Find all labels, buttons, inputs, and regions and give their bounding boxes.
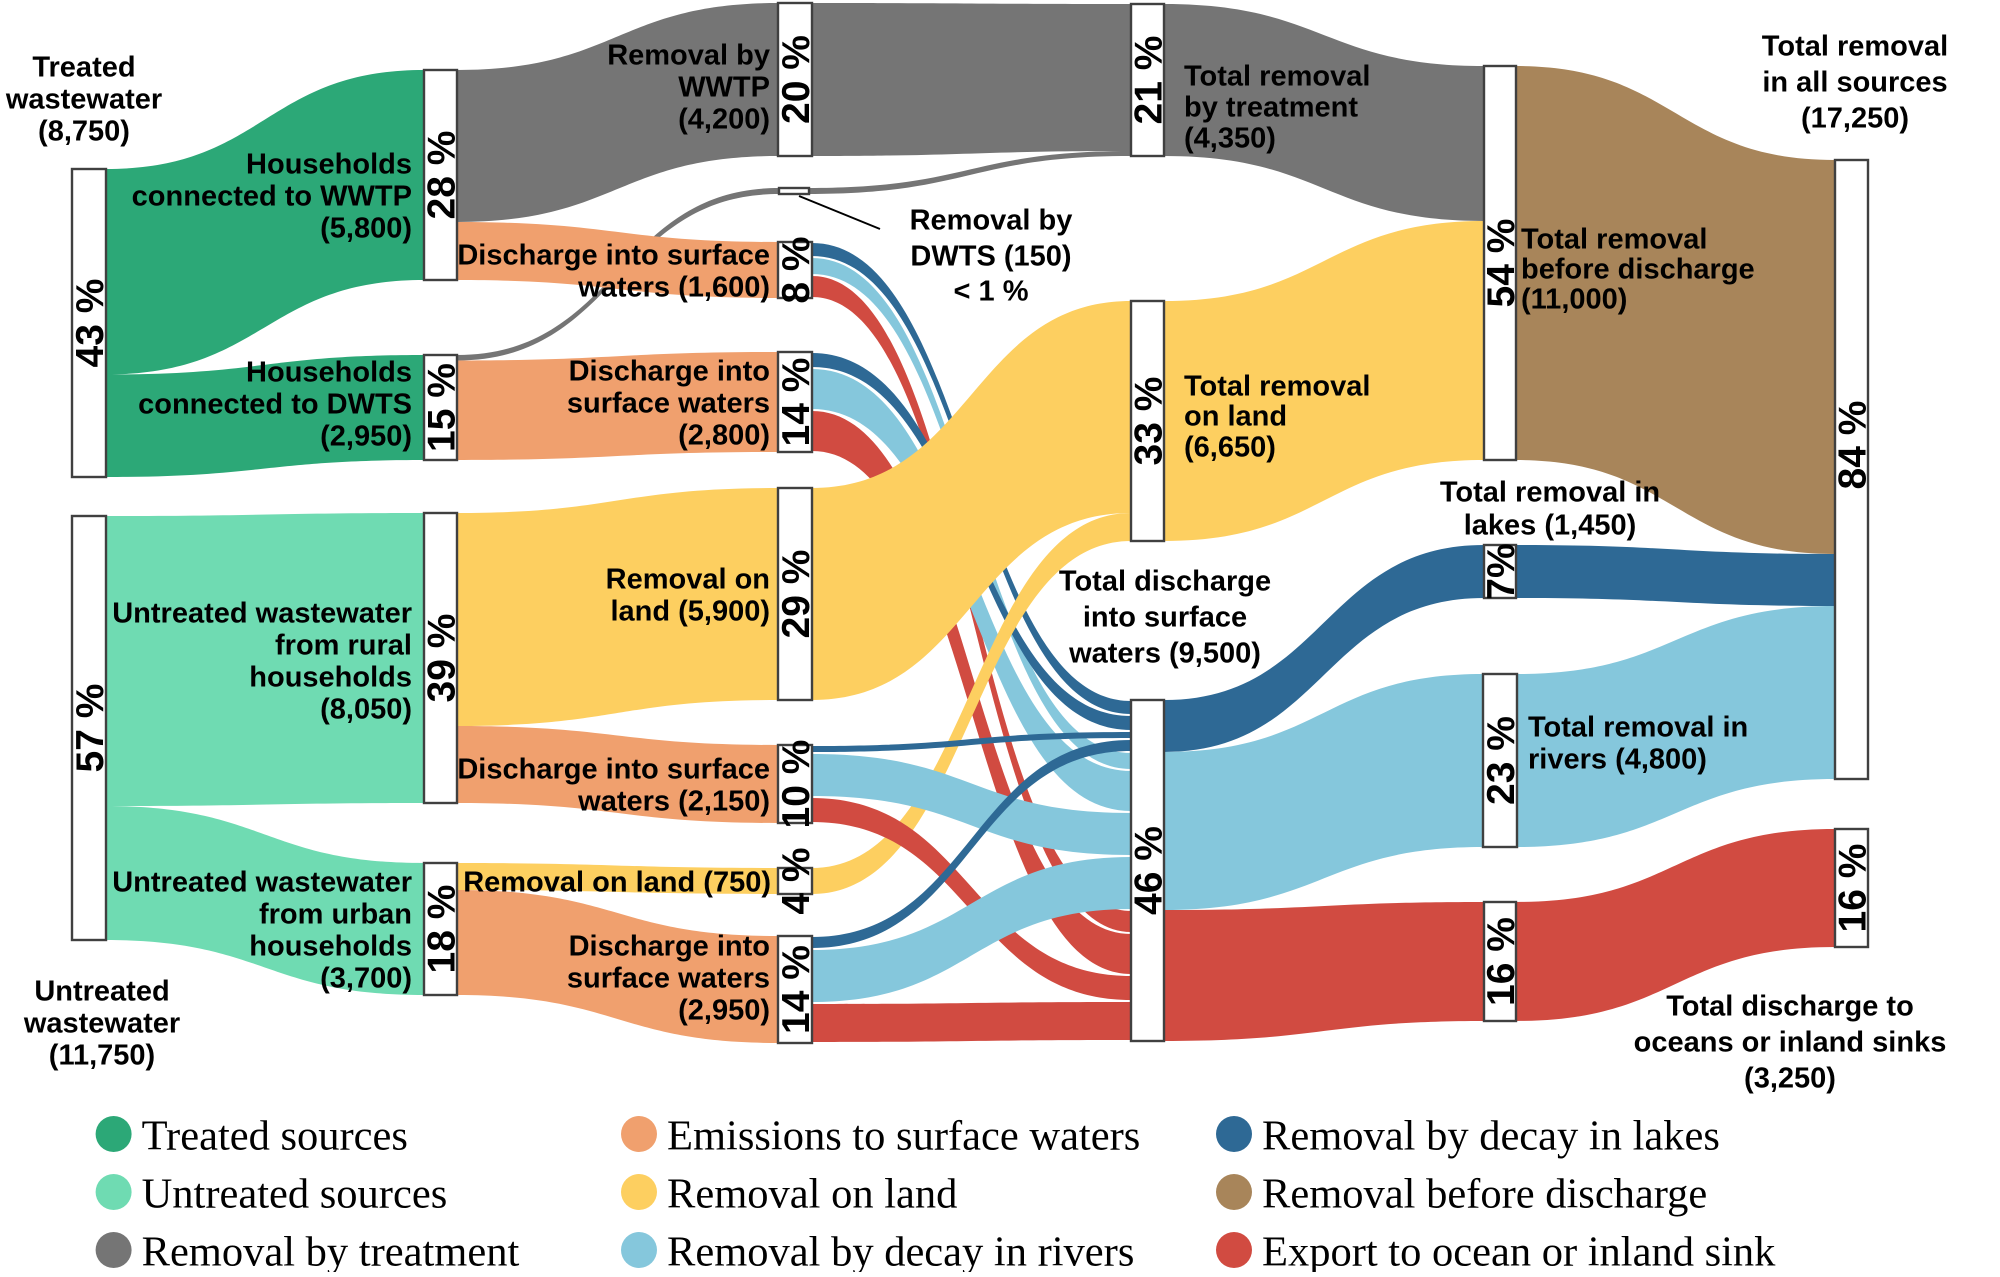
svg-text:Removal before discharge: Removal before discharge — [1262, 1170, 1707, 1217]
svg-text:(8,750): (8,750) — [38, 115, 130, 147]
svg-text:28 %: 28 % — [421, 131, 464, 220]
svg-text:Total discharge to: Total discharge to — [1666, 990, 1914, 1022]
svg-text:Removal on land (750): Removal on land (750) — [463, 866, 771, 898]
svg-text:households: households — [249, 661, 412, 693]
svg-text:18 %: 18 % — [421, 885, 464, 974]
svg-text:Removal by: Removal by — [910, 204, 1073, 236]
svg-text:connected to WWTP: connected to WWTP — [132, 180, 412, 212]
svg-text:on land: on land — [1184, 400, 1287, 432]
svg-text:Untreated wastewater: Untreated wastewater — [112, 597, 412, 629]
svg-text:(2,950): (2,950) — [320, 420, 412, 452]
svg-text:(3,250): (3,250) — [1744, 1062, 1836, 1094]
svg-text:Treated sources: Treated sources — [142, 1112, 408, 1159]
svg-text:Untreated sources: Untreated sources — [142, 1170, 448, 1217]
svg-text:Total removal: Total removal — [1521, 223, 1707, 255]
svg-text:14 %: 14 % — [775, 945, 818, 1034]
svg-text:Treated: Treated — [32, 51, 135, 83]
svg-text:29 %: 29 % — [775, 550, 818, 639]
svg-text:16 %: 16 % — [1832, 844, 1875, 933]
svg-text:Total discharge: Total discharge — [1059, 565, 1271, 597]
svg-text:4 %: 4 % — [775, 847, 818, 914]
svg-text:54 %: 54 % — [1480, 219, 1523, 308]
svg-text:lakes (1,450): lakes (1,450) — [1464, 509, 1637, 541]
svg-text:Total removal in: Total removal in — [1440, 476, 1660, 508]
svg-text:Emissions to surface waters: Emissions to surface waters — [667, 1112, 1140, 1159]
svg-text:Total removal: Total removal — [1762, 30, 1948, 62]
svg-text:(2,800): (2,800) — [678, 419, 770, 451]
svg-text:(11,750): (11,750) — [49, 1039, 155, 1071]
svg-text:10 %: 10 % — [775, 740, 818, 829]
svg-text:waters (1,600): waters (1,600) — [577, 271, 770, 303]
svg-text:(6,650): (6,650) — [1184, 431, 1276, 463]
svg-text:connected to DWTS: connected to DWTS — [138, 388, 412, 420]
svg-text:Removal on: Removal on — [606, 563, 770, 595]
svg-text:from rural: from rural — [275, 629, 412, 661]
svg-text:57 %: 57 % — [69, 684, 112, 773]
svg-text:Total removal: Total removal — [1184, 370, 1370, 402]
svg-text:14 %: 14 % — [775, 358, 818, 447]
svg-text:(11,000): (11,000) — [1521, 283, 1627, 315]
svg-text:before discharge: before discharge — [1521, 253, 1755, 285]
svg-text:84 %: 84 % — [1832, 401, 1875, 490]
svg-text:wastewater: wastewater — [5, 83, 162, 115]
svg-text:8 %: 8 % — [775, 236, 818, 303]
svg-text:Removal by: Removal by — [607, 39, 770, 71]
svg-text:Export to ocean or inland sink: Export to ocean or inland sink — [1262, 1228, 1776, 1272]
svg-text:(4,200): (4,200) — [678, 103, 770, 135]
svg-text:39 %: 39 % — [421, 614, 464, 703]
svg-text:21 %: 21 % — [1128, 36, 1171, 125]
svg-text:(17,250): (17,250) — [1801, 102, 1909, 134]
svg-text:rivers (4,800): rivers (4,800) — [1528, 743, 1707, 775]
svg-text:Households: Households — [246, 148, 412, 180]
svg-text:waters (9,500): waters (9,500) — [1068, 637, 1261, 669]
svg-text:by treatment: by treatment — [1184, 91, 1358, 123]
svg-text:(5,800): (5,800) — [320, 212, 412, 244]
svg-text:33 %: 33 % — [1128, 377, 1171, 466]
svg-text:DWTS (150): DWTS (150) — [910, 240, 1071, 272]
svg-text:(2,950): (2,950) — [678, 994, 770, 1026]
svg-text:Households: Households — [246, 356, 412, 388]
svg-text:Removal on land: Removal on land — [667, 1170, 957, 1217]
svg-text:7%: 7% — [1480, 543, 1523, 599]
svg-text:Total removal in: Total removal in — [1528, 711, 1748, 743]
svg-text:Removal by decay in rivers: Removal by decay in rivers — [667, 1228, 1134, 1272]
svg-text:16 %: 16 % — [1480, 917, 1523, 1006]
svg-text:waters (2,150): waters (2,150) — [577, 785, 770, 817]
svg-text:oceans or inland sinks: oceans or inland sinks — [1634, 1026, 1947, 1058]
svg-text:from urban: from urban — [259, 898, 412, 930]
svg-text:Discharge into: Discharge into — [569, 355, 770, 387]
svg-text:46 %: 46 % — [1128, 826, 1171, 915]
svg-text:Removal by treatment: Removal by treatment — [142, 1228, 520, 1272]
svg-text:43 %: 43 % — [69, 279, 112, 368]
svg-text:< 1 %: < 1 % — [954, 275, 1029, 307]
svg-text:households: households — [249, 930, 412, 962]
svg-text:in all sources: in all sources — [1762, 66, 1947, 98]
svg-text:20 %: 20 % — [775, 35, 818, 124]
svg-text:Untreated wastewater: Untreated wastewater — [112, 866, 412, 898]
svg-text:(4,350): (4,350) — [1184, 122, 1276, 154]
svg-text:Discharge into surface: Discharge into surface — [457, 753, 770, 785]
svg-text:into surface: into surface — [1083, 601, 1247, 633]
svg-text:(8,050): (8,050) — [320, 693, 412, 725]
svg-text:Removal by decay in lakes: Removal by decay in lakes — [1262, 1112, 1720, 1159]
svg-text:Discharge into: Discharge into — [569, 930, 770, 962]
svg-text:WWTP: WWTP — [678, 71, 770, 103]
svg-text:15 %: 15 % — [421, 363, 464, 452]
svg-text:Untreated: Untreated — [34, 975, 169, 1007]
svg-text:Total removal: Total removal — [1184, 60, 1370, 92]
svg-text:surface waters: surface waters — [567, 387, 770, 419]
svg-text:wastewater: wastewater — [23, 1007, 180, 1039]
svg-text:(3,700): (3,700) — [320, 962, 412, 994]
svg-text:Discharge into surface: Discharge into surface — [457, 239, 770, 271]
svg-text:land (5,900): land (5,900) — [610, 595, 770, 627]
svg-text:23 %: 23 % — [1480, 716, 1523, 805]
svg-text:surface waters: surface waters — [567, 962, 770, 994]
